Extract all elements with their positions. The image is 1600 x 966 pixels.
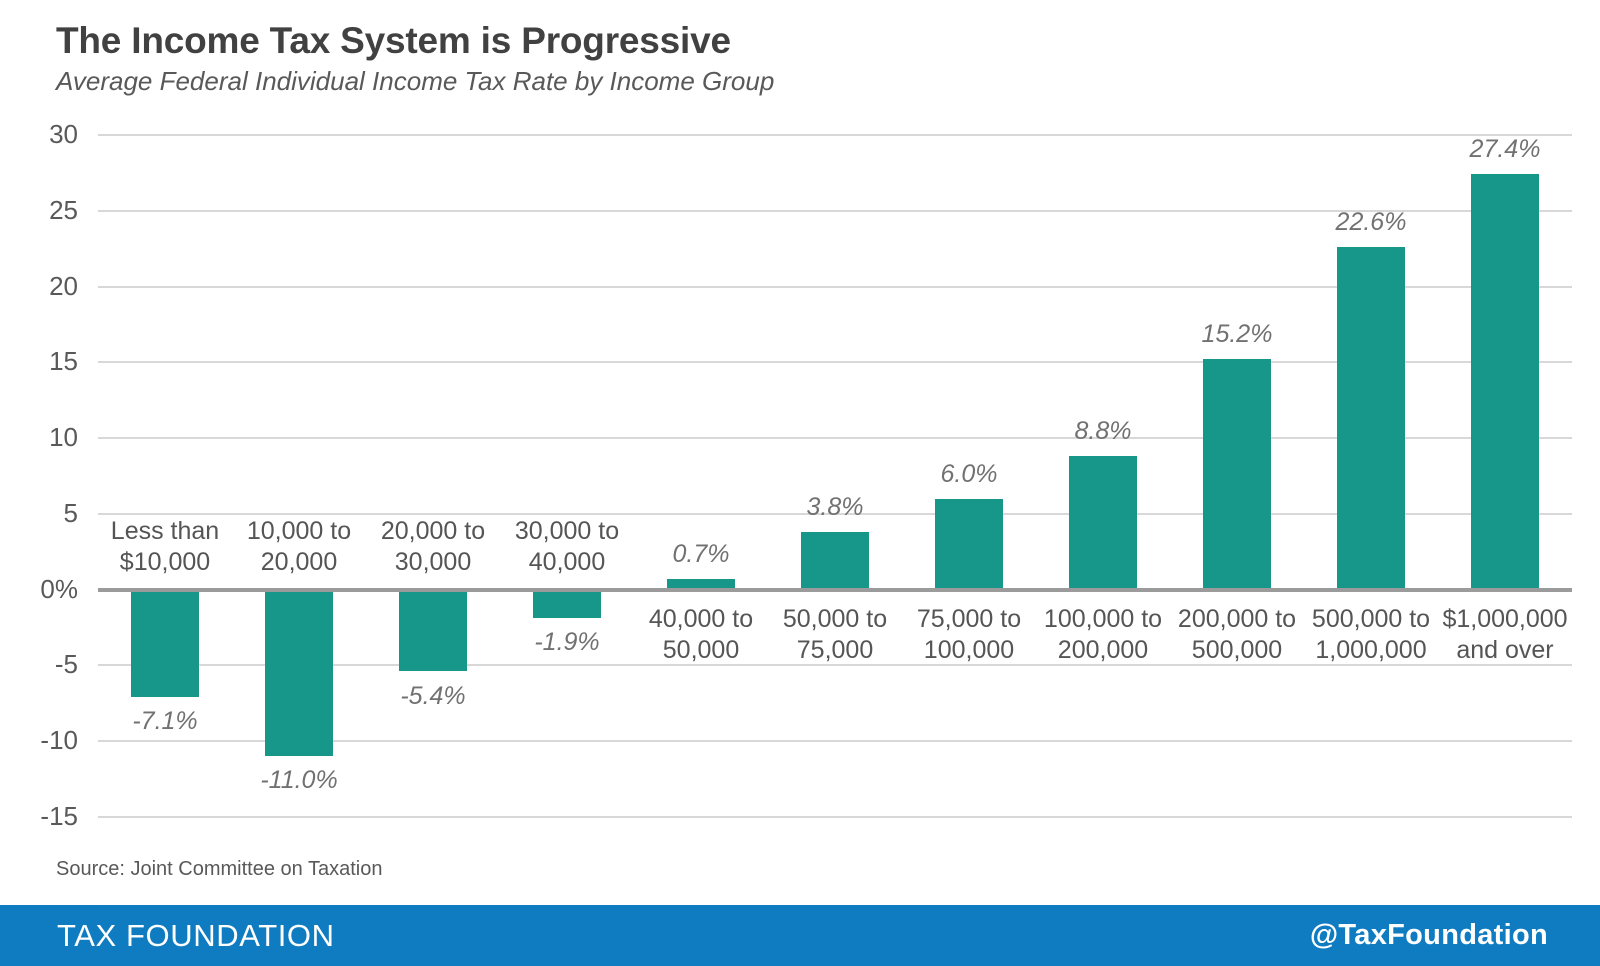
y-tick-label: 0% (40, 573, 78, 604)
chart-subtitle: Average Federal Individual Income Tax Ra… (56, 66, 775, 96)
twitter-handle: @TaxFoundation (1309, 919, 1548, 951)
footer-bar: TAX FOUNDATION @TaxFoundation (0, 905, 1600, 966)
bar-category-label: 40,000 to 50,000 (649, 604, 753, 666)
bar-category-line: 40,000 to (648, 604, 754, 633)
bar-category-label: Less than $10,000 (111, 516, 219, 578)
bar-category-line: $1,000,000 (1442, 604, 1568, 633)
y-tick-label: 15 (49, 346, 78, 377)
bar-category-label: 75,000 to 100,000 (917, 604, 1021, 666)
bar-category-label: 200,000 to 500,000 (1178, 604, 1296, 666)
bar-value-label: 6.0% (940, 459, 998, 488)
y-tick-label: 25 (49, 194, 78, 225)
grid-line (98, 285, 1572, 288)
bar-value-label: -11.0% (260, 766, 338, 795)
source-note: Source: Joint Committee on Taxation (56, 858, 383, 880)
bar-category-line: 100,000 (923, 635, 1015, 664)
bar-category-line: 200,000 to (1177, 604, 1297, 633)
bar-category-line: 30,000 to (514, 516, 620, 545)
y-tick-label: 5 (63, 497, 78, 528)
y-tick-label: -5 (54, 649, 78, 680)
grid-line (98, 816, 1572, 818)
bar-category-label: 10,000 to 20,000 (247, 516, 351, 578)
bar (1203, 359, 1271, 590)
bar-value-label: -1.9% (534, 628, 600, 657)
bar (801, 532, 869, 590)
bar-category-line: 40,000 (528, 547, 606, 576)
bar (1337, 247, 1405, 590)
bar (399, 589, 467, 672)
y-tick-label: 30 (49, 118, 78, 149)
y-tick-label: -15 (40, 800, 78, 831)
bar-category-line: Less than (110, 516, 220, 545)
bar-value-label: 15.2% (1201, 320, 1273, 349)
grid-line (98, 209, 1572, 212)
bar-category-label: 50,000 to 75,000 (783, 604, 887, 666)
grid-line (98, 664, 1572, 667)
bar-value-label: -7.1% (132, 707, 198, 736)
bar-category-label: 20,000 to 30,000 (381, 516, 485, 578)
bar-category-label: 500,000 to 1,000,000 (1312, 604, 1430, 666)
bar (667, 579, 735, 590)
bar-category-line: 500,000 (1191, 635, 1283, 664)
zero-axis-line (98, 587, 1572, 592)
bar-category-line: 30,000 (394, 547, 472, 576)
bar-value-label: 27.4% (1469, 135, 1541, 164)
bar (131, 589, 199, 698)
bar-value-label: 0.7% (672, 540, 730, 569)
grid-line (98, 512, 1572, 515)
bar-value-label: -5.4% (400, 681, 466, 710)
bar-category-line: 200,000 (1057, 635, 1149, 664)
y-tick-label: 10 (49, 421, 78, 452)
bar-category-line: 75,000 to (916, 604, 1022, 633)
bar (265, 589, 333, 757)
bar-category-line: and over (1456, 635, 1554, 664)
bar-value-label: 22.6% (1335, 208, 1407, 237)
bar-category-label: 30,000 to 40,000 (515, 516, 619, 578)
bar-category-line: 100,000 to (1043, 604, 1163, 633)
brand-wordmark: TAX FOUNDATION (57, 917, 335, 953)
bar-category-line: 20,000 to (380, 516, 486, 545)
bar-value-label: 8.8% (1074, 417, 1132, 446)
bar-category-line: 1,000,000 (1315, 635, 1427, 664)
grid-line (98, 134, 1572, 136)
y-tick-label: 20 (49, 270, 78, 301)
bar-category-line: 75,000 (796, 635, 874, 664)
y-tick-label: -10 (40, 725, 78, 756)
bar (1069, 456, 1137, 590)
grid-line (98, 437, 1572, 440)
bar-category-line: 50,000 (662, 635, 740, 664)
chart-title: The Income Tax System is Progressive (56, 20, 731, 61)
bar-category-line: 50,000 to (782, 604, 888, 633)
bar (533, 589, 601, 619)
bar-category-line: 10,000 to (246, 516, 352, 545)
bar-category-label: $1,000,000 and over (1442, 604, 1567, 666)
bar (935, 498, 1003, 590)
grid-line (98, 361, 1572, 364)
bar-category-line: 500,000 to (1311, 604, 1431, 633)
bar (1471, 174, 1539, 590)
bar-category-line: $10,000 (119, 547, 211, 576)
bar-value-label: 3.8% (806, 493, 864, 522)
bar-category-label: 100,000 to 200,000 (1044, 604, 1162, 666)
bar-category-line: 20,000 (260, 547, 338, 576)
grid-line (98, 740, 1572, 743)
